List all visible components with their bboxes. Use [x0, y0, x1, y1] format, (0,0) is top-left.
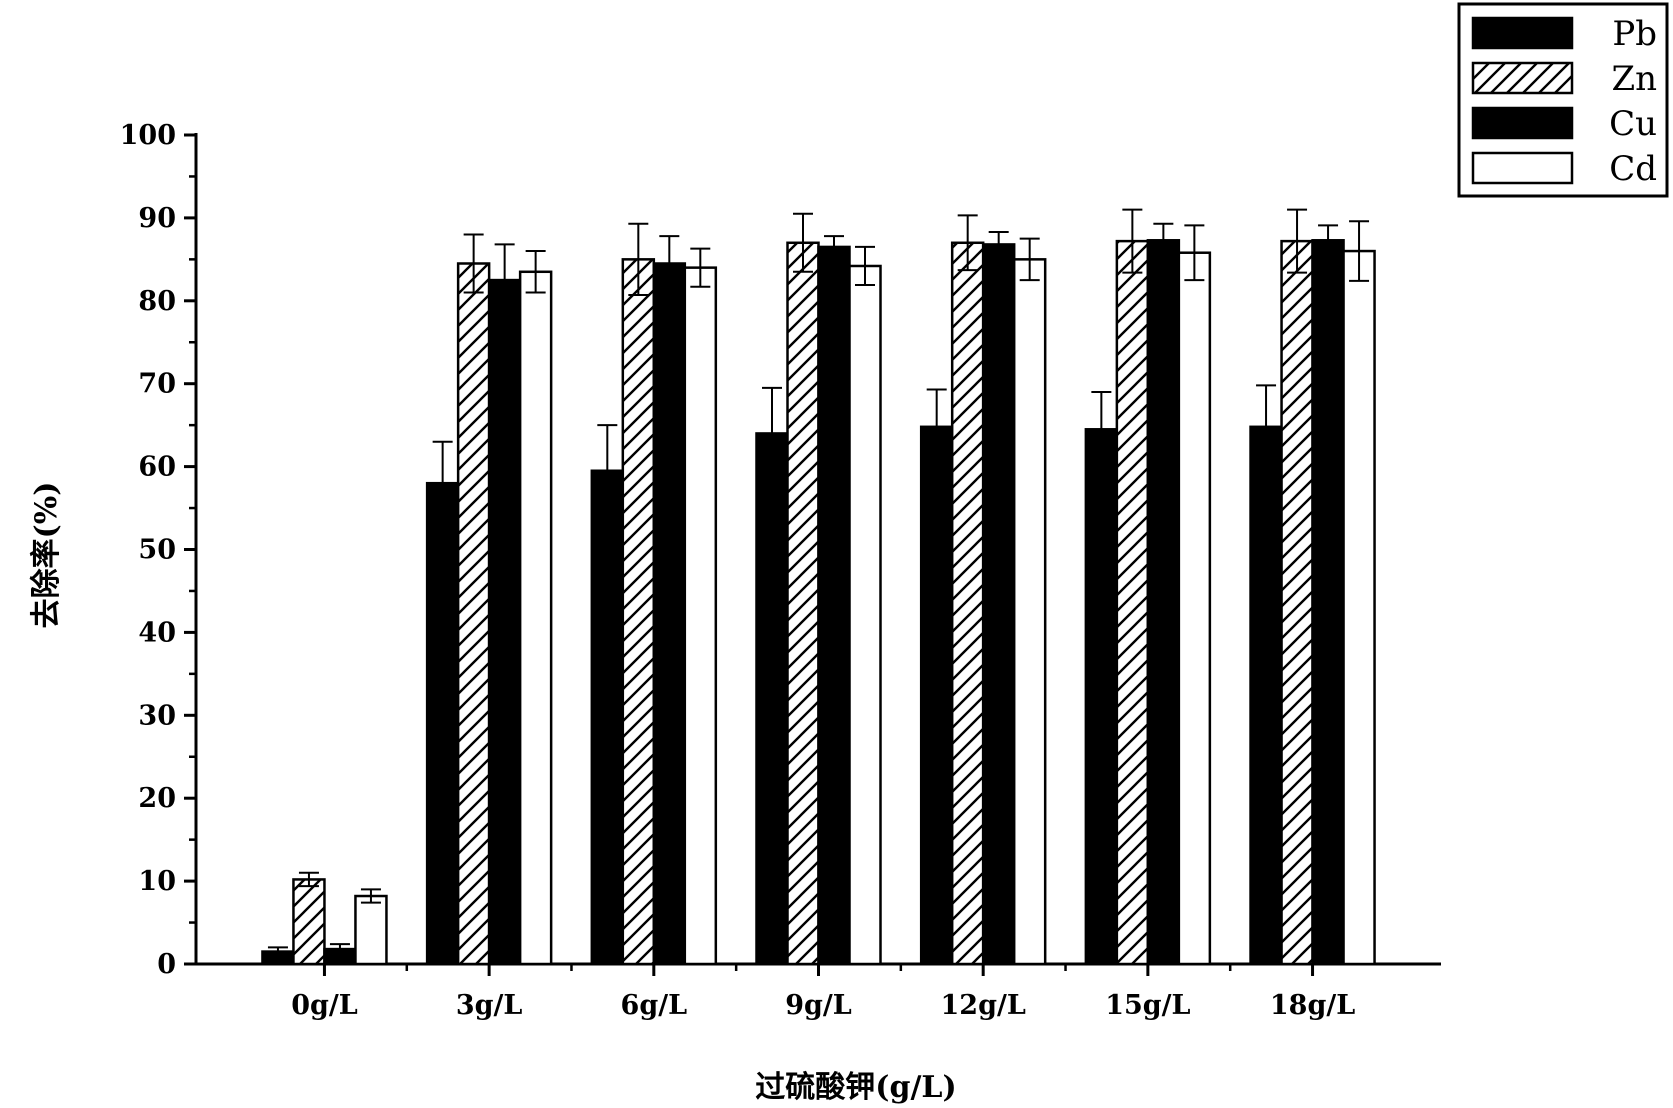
- bar-pb: [425, 481, 460, 966]
- bars: [261, 208, 1376, 966]
- bar-pb: [755, 432, 789, 966]
- error-bar-pb: [267, 946, 288, 957]
- error-bar-cu: [1153, 222, 1174, 258]
- error-bar-zn: [628, 222, 649, 296]
- bar-cd: [1177, 251, 1212, 966]
- error-bar-cu: [494, 243, 515, 317]
- error-bar-cu: [659, 235, 680, 292]
- error-bar-zn: [298, 871, 319, 888]
- bar-pb: [1249, 425, 1283, 966]
- legend-swatch-cu: [1471, 106, 1574, 140]
- error-bar-zn: [1122, 208, 1143, 274]
- error-bar-zn: [957, 214, 978, 272]
- y-tick-label: 50: [138, 535, 176, 566]
- legend-label-cd: Cd: [1609, 149, 1657, 189]
- y-tick-label: 0: [157, 949, 176, 980]
- error-bar-cu: [824, 235, 844, 259]
- y-tick-label: 20: [138, 783, 176, 814]
- x-tick-label: 12g/L: [941, 990, 1026, 1021]
- bar-pb: [919, 425, 954, 966]
- legend-swatch-cd: [1471, 151, 1574, 185]
- legend-label-cu: Cu: [1609, 104, 1657, 144]
- y-tick-label: 90: [138, 203, 176, 234]
- bar-cu: [1311, 239, 1345, 966]
- y-tick-label: 70: [138, 369, 176, 400]
- bar-cu: [817, 245, 851, 966]
- bar-zn: [786, 241, 820, 966]
- bar-pb: [1084, 428, 1119, 966]
- bar-cu: [652, 262, 687, 966]
- error-bar-cd: [1349, 220, 1370, 282]
- x-tick-label: 9g/L: [785, 990, 852, 1021]
- error-bar-cd: [525, 250, 546, 294]
- bar-zn: [621, 258, 656, 966]
- bar-cu: [981, 243, 1016, 966]
- bar-zn: [1280, 239, 1314, 966]
- error-bar-pb: [926, 388, 947, 466]
- y-tick-label: 80: [138, 286, 176, 317]
- bar-pb: [590, 469, 625, 966]
- bar-cd: [354, 894, 388, 966]
- y-axis-label: 去除率(%): [29, 482, 64, 629]
- error-bar-pb: [762, 386, 782, 481]
- legend-label-zn: Zn: [1611, 59, 1657, 99]
- error-bar-zn: [463, 233, 484, 294]
- legend-swatch-pb: [1471, 16, 1574, 50]
- bar-zn: [456, 262, 491, 966]
- bar-cd: [683, 266, 718, 966]
- y-tick-label: 60: [138, 452, 176, 483]
- bar-cu: [487, 278, 522, 966]
- bar-zn: [950, 241, 985, 966]
- error-bar-cd: [1019, 237, 1040, 282]
- y-tick-label: 100: [120, 120, 176, 151]
- bar-cd: [848, 264, 882, 966]
- error-bar-zn: [793, 212, 813, 273]
- labels: 过硫酸钾(g/L) 去除率(%) 0 10 20 30 40 50 60 70 80 90 100 0…: [29, 120, 1355, 1105]
- x-tick-label: 15g/L: [1105, 990, 1190, 1021]
- x-tick-label: 3g/L: [456, 990, 523, 1021]
- error-bar-cd: [360, 888, 381, 904]
- error-bar-pb: [432, 440, 453, 526]
- y-tick-label: 30: [138, 700, 176, 731]
- error-bar-pb: [597, 424, 618, 518]
- legend: Pb Zn Cu Cd: [1457, 2, 1669, 198]
- error-bar-cd: [1184, 224, 1205, 282]
- bar-zn: [292, 878, 326, 966]
- error-bar-zn: [1287, 208, 1308, 274]
- error-bar-cu: [1318, 224, 1339, 257]
- x-tick-label: 0g/L: [291, 990, 358, 1021]
- error-bar-pb: [1091, 390, 1112, 468]
- error-bar-cd: [855, 245, 875, 287]
- legend-swatch-zn: [1471, 61, 1574, 95]
- bar-cd: [518, 270, 553, 966]
- bar-zn: [1115, 239, 1150, 966]
- error-bar-cd: [690, 247, 711, 288]
- bar-cd: [1012, 258, 1047, 966]
- error-bar-cu: [988, 230, 1009, 258]
- error-bar-cu: [329, 943, 350, 956]
- error-bar-pb: [1256, 384, 1277, 470]
- y-tick-label: 40: [138, 617, 176, 648]
- y-tick-label: 10: [138, 866, 176, 897]
- x-tick-label: 18g/L: [1270, 990, 1355, 1021]
- x-tick-label: 6g/L: [621, 990, 688, 1021]
- bar-cd: [1342, 249, 1376, 966]
- legend-label-pb: Pb: [1612, 14, 1657, 54]
- bar-cu: [1146, 239, 1181, 966]
- x-axis-label: 过硫酸钾(g/L): [755, 1070, 956, 1105]
